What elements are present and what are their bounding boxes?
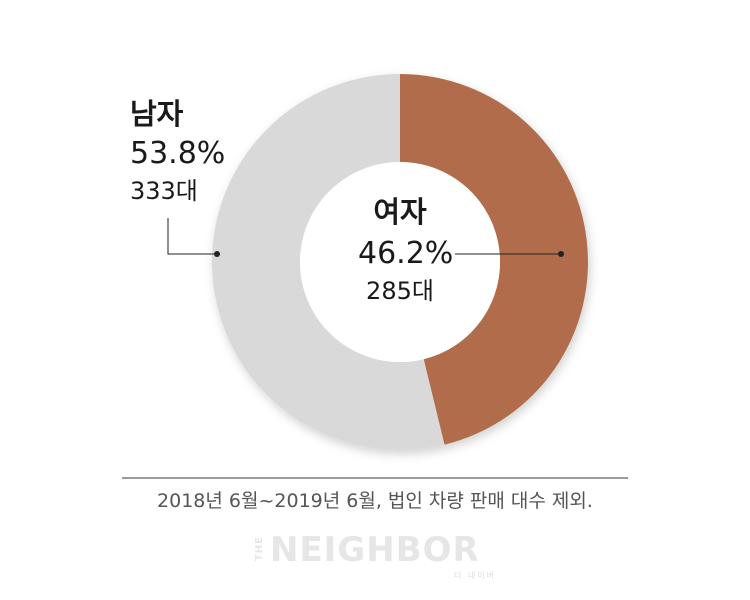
logo-word-text: NEIGHBOR: [270, 530, 480, 570]
female-label: 여자 46.2% 285대: [358, 195, 454, 305]
male-leader-line: [167, 218, 217, 255]
male-leader-dot: [214, 251, 220, 257]
male-category-label: 남자: [130, 97, 184, 131]
footnote-divider: [122, 477, 628, 479]
footnote: 2018년 6월~2019년 6월, 법인 차량 판매 대수 제외.: [157, 490, 593, 512]
donut-hole: [300, 162, 500, 362]
male-percent-label: 53.8%: [130, 136, 226, 171]
logo-sub-text: 더 네이버: [454, 571, 496, 580]
donut-slice-male: [211, 74, 445, 451]
female-percent-label: 46.2%: [358, 236, 454, 271]
male-label: 남자 53.8% 333대: [130, 97, 226, 205]
female-leader-dot: [558, 251, 564, 257]
male-count-label: 333대: [130, 177, 198, 205]
female-category-label: 여자: [373, 195, 427, 229]
female-count-label: 285대: [366, 277, 434, 305]
the-neighbor-logo: THE NEIGHBOR 더 네이버: [254, 530, 524, 590]
logo-the-text: THE: [254, 536, 265, 562]
donut-slice-female: [400, 74, 588, 445]
